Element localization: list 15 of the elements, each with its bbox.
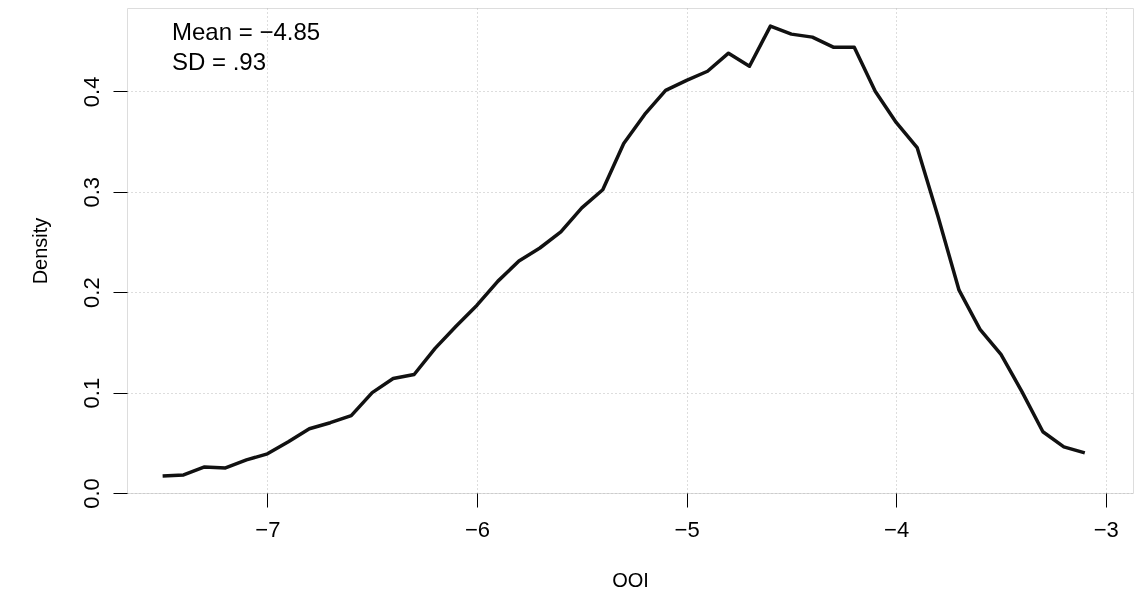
y-axis-title: Density (28, 217, 51, 285)
y-tick-label: 0.0 (78, 478, 104, 509)
annotation: SD = .93 (172, 48, 267, 75)
x-tick-label: −6 (464, 516, 491, 542)
x-tick-label: −5 (674, 516, 700, 542)
annotation: Mean = −4.85 (172, 18, 321, 45)
x-axis-title: OOI (612, 568, 649, 591)
x-tick-label: −3 (1093, 516, 1119, 542)
x-tick-label: −7 (255, 516, 281, 542)
x-tick-label: −4 (884, 516, 910, 542)
line-series (160, 24, 1087, 478)
y-tick-label: 0.1 (78, 377, 104, 409)
y-tick-label: 0.2 (78, 277, 104, 308)
y-tick-label: 0.4 (78, 76, 104, 108)
y-tick-label: 0.3 (78, 176, 104, 208)
